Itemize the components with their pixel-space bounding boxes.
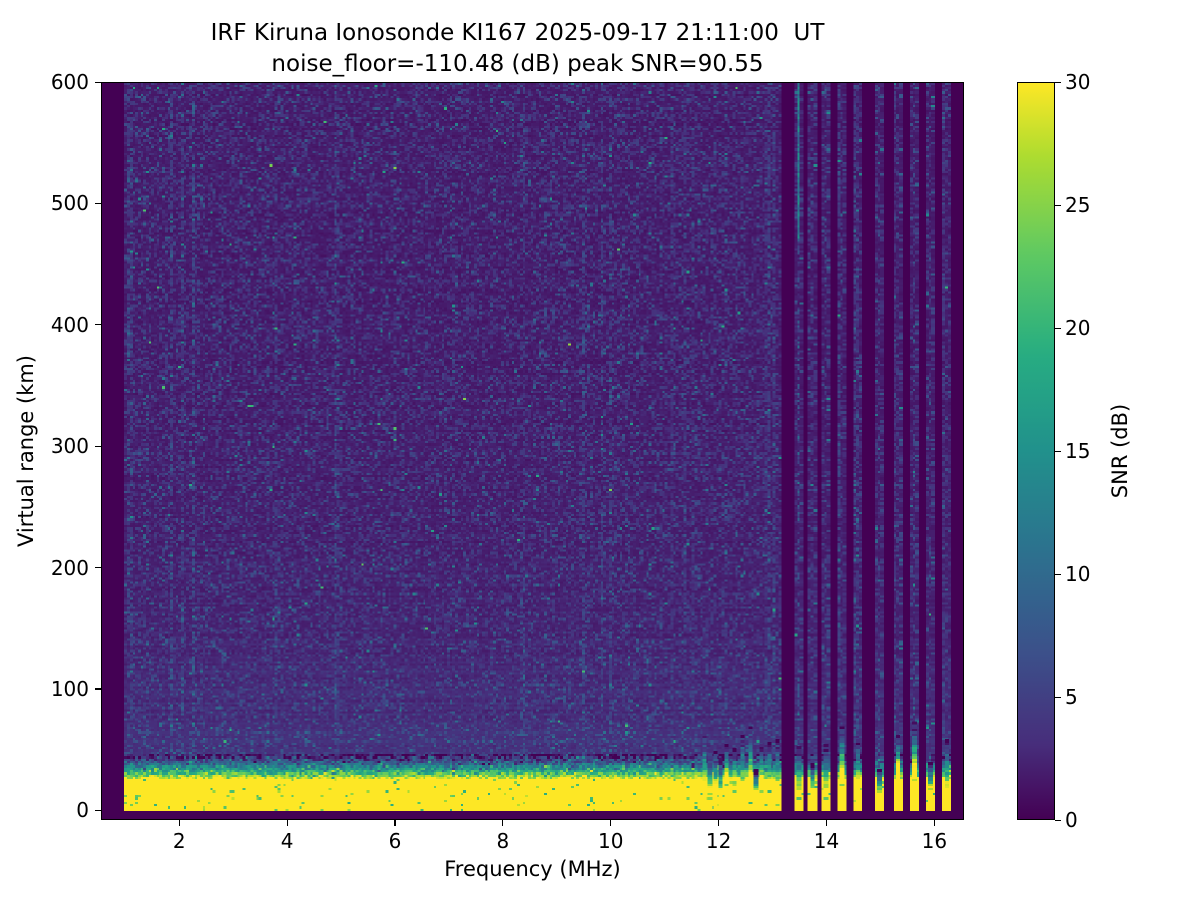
x-tick <box>178 820 180 826</box>
colorbar-tick <box>1055 450 1061 452</box>
x-tick <box>718 820 720 826</box>
y-tick-label: 500 <box>50 191 89 216</box>
colorbar-tick <box>1055 696 1061 698</box>
x-tick-label: 16 <box>921 829 948 853</box>
figure-title: IRF Kiruna Ionosonde KI167 2025-09-17 21… <box>0 18 1035 80</box>
x-tick <box>394 820 396 826</box>
x-tick <box>502 820 504 826</box>
colorbar-tick <box>1055 204 1061 206</box>
plot-area <box>101 82 964 820</box>
y-tick <box>95 324 101 326</box>
colorbar-tick-label: 10 <box>1065 562 1091 586</box>
y-tick <box>95 445 101 447</box>
colorbar-gradient <box>1018 83 1054 819</box>
x-axis-label: Frequency (MHz) <box>444 857 621 881</box>
colorbar-tick-label: 25 <box>1065 193 1091 217</box>
colorbar-tick-label: 15 <box>1065 439 1091 463</box>
colorbar-label: SNR (dB) <box>1108 403 1132 499</box>
y-tick-label: 100 <box>50 676 89 701</box>
colorbar <box>1017 82 1055 820</box>
colorbar-tick-label: 5 <box>1065 685 1078 709</box>
x-tick-label: 8 <box>496 829 510 853</box>
x-tick-label: 6 <box>388 829 402 853</box>
x-tick <box>825 820 828 826</box>
x-tick <box>610 820 612 826</box>
x-tick-label: 10 <box>597 829 624 853</box>
y-tick <box>95 81 101 83</box>
colorbar-tick <box>1055 819 1061 821</box>
x-tick-label: 14 <box>813 829 840 853</box>
y-tick-label: 300 <box>50 434 89 459</box>
colorbar-tick-label: 20 <box>1065 316 1091 340</box>
colorbar-tick-label: 0 <box>1065 808 1078 832</box>
y-axis-label: Virtual range (km) <box>14 354 38 548</box>
x-tick-label: 4 <box>280 829 294 853</box>
y-tick-label: 0 <box>76 798 89 823</box>
colorbar-tick <box>1055 573 1061 575</box>
x-tick-label: 12 <box>705 829 732 853</box>
y-tick-label: 400 <box>50 312 89 337</box>
y-tick-label: 600 <box>50 70 89 94</box>
x-tick <box>286 820 288 826</box>
heatmap-canvas <box>102 83 963 819</box>
ionogram-heatmap <box>102 83 963 819</box>
y-tick <box>95 567 101 569</box>
title-line-1: IRF Kiruna Ionosonde KI167 2025-09-17 21… <box>210 20 825 46</box>
x-tick-label: 2 <box>172 829 186 853</box>
title-line-2: noise_floor=-110.48 (dB) peak SNR=90.55 <box>271 51 764 77</box>
y-tick <box>95 688 101 690</box>
colorbar-tick-label: 30 <box>1065 70 1091 94</box>
y-tick <box>95 809 101 811</box>
x-tick <box>933 820 935 826</box>
colorbar-tick <box>1055 327 1061 329</box>
colorbar-tick <box>1055 81 1061 83</box>
y-tick <box>95 202 101 204</box>
y-tick-label: 200 <box>50 555 89 580</box>
